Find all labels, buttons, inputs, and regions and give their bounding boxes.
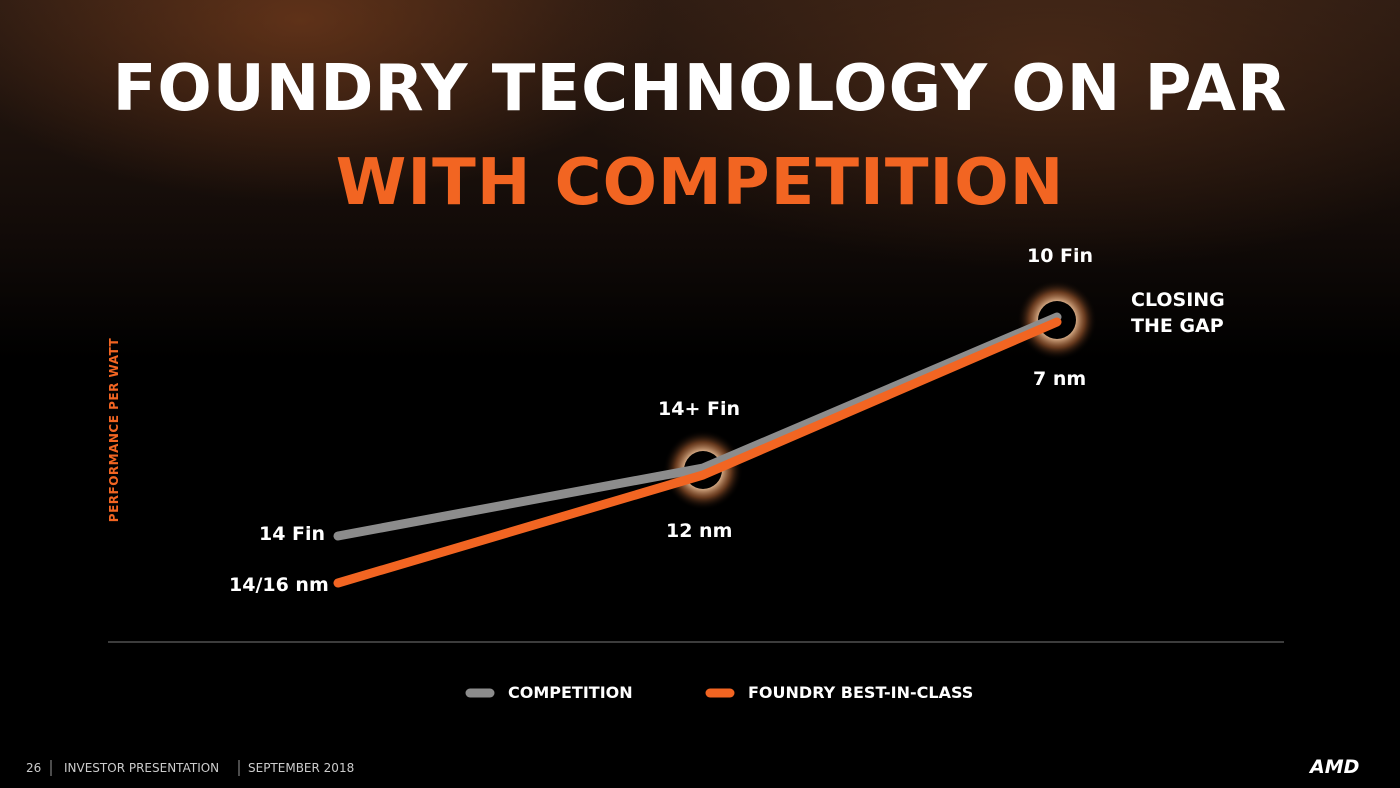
annotation: THE GAP xyxy=(1131,315,1224,337)
legend-entry: COMPETITION xyxy=(508,683,633,702)
page-number: 26 xyxy=(26,761,42,775)
point-label: 14/16 nm xyxy=(229,574,329,596)
foundry-line xyxy=(333,317,1062,588)
point-label: 7 nm xyxy=(1033,368,1087,390)
point-label: 10 Fin xyxy=(1027,245,1094,267)
title: FOUNDRY TECHNOLOGY ON PAR xyxy=(112,52,1288,126)
point-label: 14 Fin xyxy=(259,523,326,545)
legend-entry: FOUNDRY BEST-IN-CLASS xyxy=(748,683,974,702)
title: WITH COMPETITION xyxy=(335,146,1065,220)
annotation: CLOSING xyxy=(1131,289,1225,311)
footer-text: INVESTOR PRESENTATION xyxy=(64,761,220,775)
logo: AMD xyxy=(1310,756,1360,778)
point-label: 12 nm xyxy=(666,520,733,542)
y-axis-label: PERFORMANCE PER WATT xyxy=(107,337,121,522)
footer-text: SEPTEMBER 2018 xyxy=(248,761,355,775)
competition-line xyxy=(333,312,1062,541)
point-label: 14+ Fin xyxy=(658,398,740,420)
